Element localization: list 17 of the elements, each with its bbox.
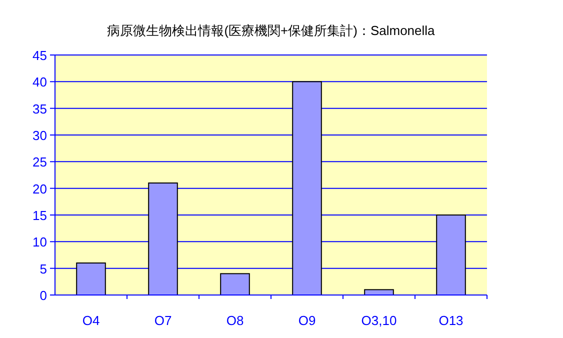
x-tick-label: O13 [438,313,464,328]
y-tick-label: 40 [32,74,47,90]
y-tick-label: 15 [32,208,47,223]
y-tick-label: 25 [32,154,47,170]
y-tick-label: 35 [32,101,47,116]
x-tick-label: O3,10 [361,313,397,328]
y-tick-label: 20 [32,181,47,196]
x-tick-label: O4 [82,313,100,328]
chart-title: 病原微生物検出情報(医療機関+保健所集計)：Salmonella [107,23,436,38]
x-tick-label: O8 [226,313,244,328]
y-tick-label: 0 [40,288,47,303]
y-tick-label: 5 [40,261,47,276]
x-tick-label: O7 [154,313,172,328]
y-tick-label: 10 [32,234,47,250]
x-tick-label: O9 [298,313,316,328]
y-tick-label: 30 [32,128,47,143]
y-tick-label: 45 [32,48,47,63]
